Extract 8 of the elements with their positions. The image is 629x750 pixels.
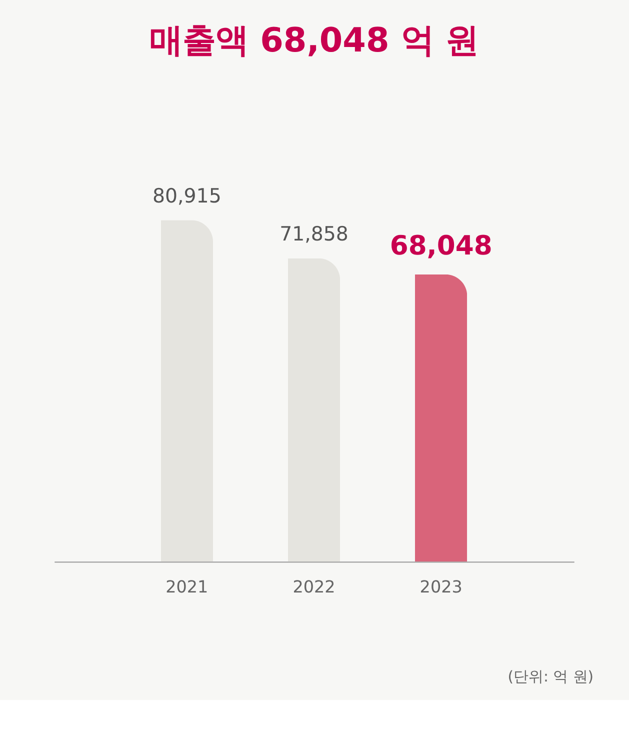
x-tick-label: 2021 [166, 576, 208, 597]
data-label: 80,915 [152, 184, 222, 208]
text: (단위: 억 원) [508, 668, 594, 686]
chart-title: 매출액 68,048 억 원 [149, 20, 479, 60]
x-tick-label: 2023 [420, 576, 462, 597]
data-label: 71,858 [280, 222, 348, 246]
x-tick-label: 2022 [292, 576, 336, 597]
data-label: 68,048 [390, 230, 492, 262]
